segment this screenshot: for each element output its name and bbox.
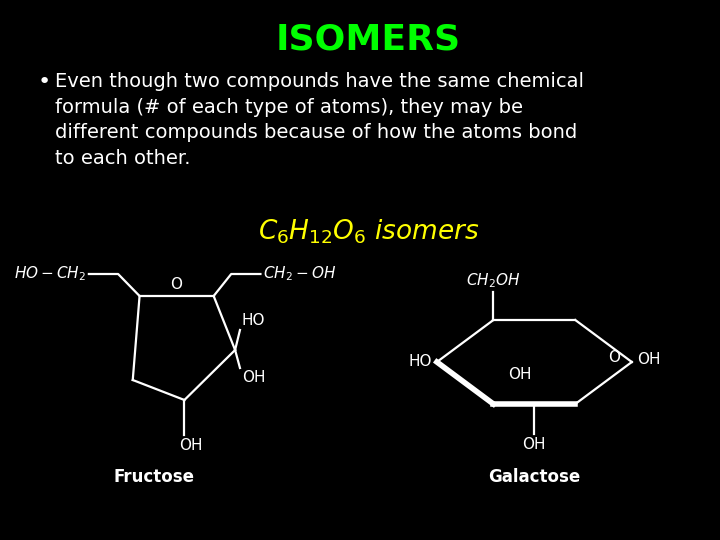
Text: OH: OH <box>508 367 531 382</box>
Text: •: • <box>37 72 50 92</box>
Text: OH: OH <box>242 370 266 385</box>
Text: OH: OH <box>179 438 203 453</box>
Text: ISOMERS: ISOMERS <box>276 22 462 56</box>
Text: Galactose: Galactose <box>488 468 580 486</box>
Text: HO: HO <box>242 313 266 328</box>
Text: $HO-CH_2$: $HO-CH_2$ <box>14 265 86 284</box>
Text: $CH_2-OH$: $CH_2-OH$ <box>264 265 336 284</box>
Text: O: O <box>171 277 183 292</box>
Text: OH: OH <box>523 437 546 452</box>
Text: $CH_2OH$: $CH_2OH$ <box>466 271 521 290</box>
Text: $C_6H_{12}O_6$ isomers: $C_6H_{12}O_6$ isomers <box>258 218 480 246</box>
Text: Even though two compounds have the same chemical
formula (# of each type of atom: Even though two compounds have the same … <box>55 72 584 168</box>
Text: OH: OH <box>636 353 660 368</box>
Text: O: O <box>608 350 620 366</box>
Text: Fructose: Fructose <box>114 468 194 486</box>
Text: HO: HO <box>408 354 432 369</box>
